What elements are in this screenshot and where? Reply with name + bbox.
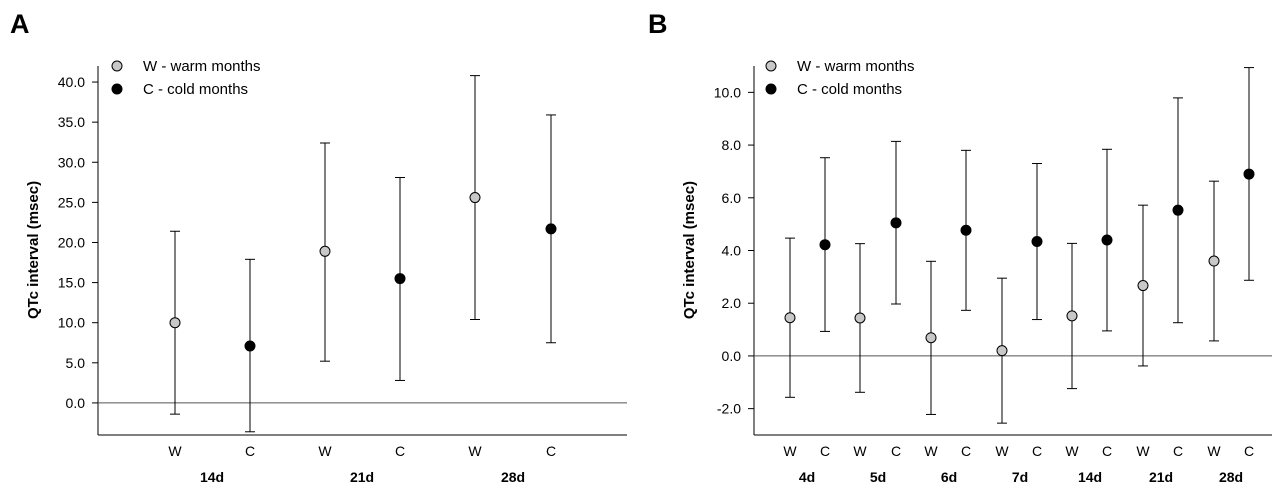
x-group-label: 5d	[870, 469, 886, 485]
x-category-label: W	[995, 443, 1009, 459]
x-category-label: C	[245, 443, 255, 459]
data-point-cold	[960, 224, 972, 236]
x-group-label: 6d	[941, 469, 957, 485]
x-group-label: 28d	[1219, 469, 1243, 485]
y-tick-label: 10.0	[714, 84, 741, 100]
data-point-cold	[1172, 204, 1184, 216]
data-point-warm	[784, 312, 796, 324]
panel-label: B	[648, 9, 668, 39]
x-category-label: C	[1173, 443, 1183, 459]
y-tick-label: 5.0	[66, 355, 86, 371]
legend-marker	[111, 83, 123, 95]
x-category-label: C	[1102, 443, 1112, 459]
data-point-warm	[169, 317, 181, 329]
x-category-label: W	[1136, 443, 1150, 459]
y-tick-label: 6.0	[722, 190, 742, 206]
y-tick-label: 0.0	[722, 348, 742, 364]
y-tick-label: 25.0	[58, 194, 85, 210]
legend-marker	[111, 60, 123, 72]
x-category-label: W	[318, 443, 332, 459]
x-category-label: C	[546, 443, 556, 459]
x-group-label: 21d	[350, 469, 374, 485]
data-point-warm	[925, 332, 937, 344]
data-point-cold	[1031, 236, 1043, 248]
x-category-label: W	[168, 443, 182, 459]
data-point-cold	[819, 239, 831, 251]
x-group-label: 7d	[1012, 469, 1028, 485]
y-tick-label: 15.0	[58, 275, 85, 291]
y-tick-label: 8.0	[722, 137, 742, 153]
y-axis-label: QTc interval (msec)	[681, 181, 698, 319]
y-tick-label: 4.0	[722, 243, 742, 259]
x-category-label: W	[783, 443, 797, 459]
y-tick-label: 20.0	[58, 234, 85, 250]
x-group-label: 4d	[799, 469, 815, 485]
x-category-label: W	[1207, 443, 1221, 459]
x-category-label: W	[468, 443, 482, 459]
y-tick-label: -2.0	[717, 401, 741, 417]
data-point-warm	[469, 192, 481, 204]
data-point-warm	[1137, 280, 1149, 292]
legend-marker	[765, 83, 777, 95]
x-category-label: C	[395, 443, 405, 459]
legend-label: C - cold months	[797, 81, 902, 98]
x-group-label: 21d	[1149, 469, 1173, 485]
data-point-warm	[1208, 255, 1220, 267]
x-category-label: W	[853, 443, 867, 459]
data-point-warm	[319, 245, 331, 257]
y-axis-label: QTc interval (msec)	[25, 181, 42, 319]
data-point-warm	[854, 312, 866, 324]
x-category-label: W	[1065, 443, 1079, 459]
data-point-warm	[996, 345, 1008, 357]
legend-marker	[765, 60, 777, 72]
y-tick-label: 2.0	[722, 295, 742, 311]
legend-label: W - warm months	[797, 58, 915, 75]
data-point-cold	[1101, 234, 1113, 246]
x-category-label: C	[891, 443, 901, 459]
x-category-label: W	[924, 443, 938, 459]
legend-label: C - cold months	[143, 81, 248, 98]
x-group-label: 28d	[501, 469, 525, 485]
x-category-label: C	[820, 443, 830, 459]
x-category-label: C	[1244, 443, 1254, 459]
y-tick-label: 40.0	[58, 74, 85, 90]
x-category-label: C	[961, 443, 971, 459]
data-point-cold	[1243, 168, 1255, 180]
x-group-label: 14d	[1078, 469, 1102, 485]
data-point-cold	[394, 273, 406, 285]
x-category-label: C	[1032, 443, 1042, 459]
x-group-label: 14d	[200, 469, 224, 485]
y-tick-label: 30.0	[58, 154, 85, 170]
y-tick-label: 0.0	[66, 395, 86, 411]
data-point-cold	[545, 223, 557, 235]
data-point-cold	[890, 217, 902, 229]
panel-label: A	[10, 9, 30, 39]
y-tick-label: 10.0	[58, 315, 85, 331]
y-tick-label: 35.0	[58, 114, 85, 130]
legend-label: W - warm months	[143, 58, 261, 75]
data-point-warm	[1066, 310, 1078, 322]
data-point-cold	[244, 340, 256, 352]
